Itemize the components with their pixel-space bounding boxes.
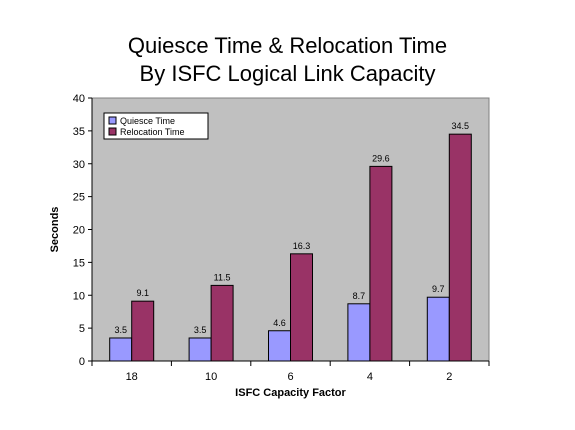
data-label-quiesce-time: 4.6: [273, 318, 286, 328]
x-tick-label: 18: [126, 371, 138, 383]
x-tick-label: 4: [367, 371, 373, 383]
y-tick-label: 10: [73, 290, 85, 302]
data-label-quiesce-time: 3.5: [114, 325, 127, 335]
data-label-relocation-time: 9.1: [136, 288, 149, 298]
bar-relocation-time: [210, 284, 234, 362]
y-tick-label: 5: [79, 323, 85, 335]
x-tick-label: 10: [205, 371, 217, 383]
y-tick-label: 25: [73, 192, 85, 204]
bar-relocation-time: [369, 165, 393, 362]
bar-relocation-time: [290, 253, 313, 362]
data-label-relocation-time: 34.5: [452, 121, 470, 131]
y-tick-label: 20: [73, 225, 85, 237]
bar-quiesce-time: [268, 330, 291, 362]
bar-relocation-time: [131, 300, 155, 362]
y-axis-title: Seconds: [49, 207, 61, 253]
bar-quiesce-time: [109, 337, 133, 362]
legend-label-relocation-time: Relocation Time: [120, 127, 185, 137]
x-tick-label: 6: [287, 371, 293, 383]
legend-label-quiesce-time: Quiesce Time: [120, 116, 175, 126]
bar-quiesce-time: [188, 337, 212, 362]
legend-swatch-relocation-time: [108, 127, 117, 136]
x-tick-label: 2: [446, 371, 452, 383]
legend-swatch-quiesce-time: [108, 116, 117, 125]
data-label-relocation-time: 16.3: [293, 241, 311, 251]
bar-quiesce-time: [347, 303, 371, 362]
data-label-quiesce-time: 3.5: [194, 325, 207, 335]
bar-quiesce-time: [426, 296, 450, 362]
y-tick-label: 30: [73, 159, 85, 171]
data-label-quiesce-time: 9.7: [432, 284, 445, 294]
y-tick-label: 0: [79, 356, 85, 368]
data-label-relocation-time: 11.5: [214, 272, 231, 282]
y-tick-label: 40: [73, 93, 85, 105]
legend: [103, 112, 209, 140]
data-label-quiesce-time: 8.7: [353, 291, 366, 301]
y-tick-label: 35: [73, 126, 85, 138]
data-label-relocation-time: 29.6: [372, 153, 390, 163]
x-axis-title: ISFC Capacity Factor: [235, 387, 346, 399]
chart-title: Quiesce Time & Relocation Time By ISFC L…: [127, 33, 448, 86]
y-tick-label: 15: [73, 257, 85, 269]
bar-relocation-time: [448, 133, 472, 362]
